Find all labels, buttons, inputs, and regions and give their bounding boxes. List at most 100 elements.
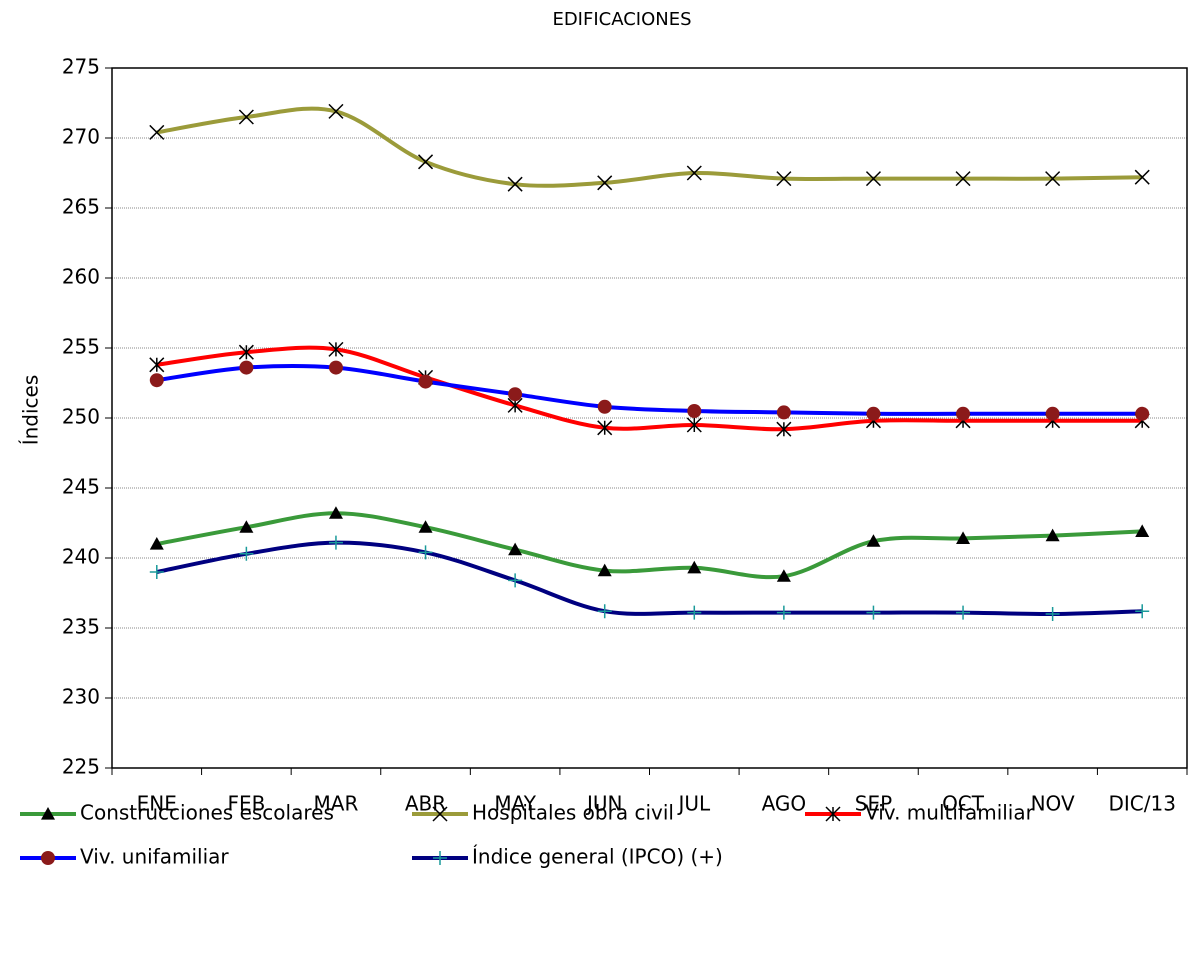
x-tick-label: OCT <box>942 792 985 816</box>
y-axis-label: Índices <box>19 375 43 446</box>
marker <box>433 851 447 865</box>
marker-shape <box>686 417 702 433</box>
marker <box>149 124 165 140</box>
marker <box>418 520 433 533</box>
marker-shape <box>149 124 165 140</box>
marker-shape <box>328 506 343 519</box>
marker-shape <box>1135 524 1150 537</box>
marker-shape <box>687 605 702 620</box>
y-tick-label: 255 <box>62 335 100 359</box>
marker <box>776 405 791 420</box>
marker <box>955 171 971 187</box>
marker <box>1045 528 1060 542</box>
marker-shape <box>239 520 254 533</box>
marker-shape <box>149 537 164 550</box>
marker <box>328 506 343 519</box>
legend-label: Viv. unifamiliar <box>80 845 229 869</box>
y-tick-label: 245 <box>62 475 100 499</box>
marker <box>1135 604 1150 619</box>
marker <box>432 806 448 822</box>
marker-shape <box>956 605 971 620</box>
y-tick-label: 250 <box>62 405 100 429</box>
marker <box>149 357 165 373</box>
marker <box>508 542 523 556</box>
marker-shape <box>1045 528 1060 542</box>
marker <box>687 605 702 620</box>
marker <box>865 171 881 187</box>
marker <box>597 175 613 191</box>
marker-shape <box>328 535 343 550</box>
marker <box>866 406 881 421</box>
marker <box>686 165 702 181</box>
marker <box>149 565 164 579</box>
marker <box>776 605 791 620</box>
marker-shape <box>597 399 612 414</box>
marker <box>328 360 343 375</box>
marker-shape <box>597 563 612 577</box>
series-line <box>156 345 1143 432</box>
marker <box>507 176 523 192</box>
x-tick-label: MAR <box>314 792 359 816</box>
marker-shape <box>418 545 433 560</box>
marker-shape <box>418 520 433 533</box>
y-tick-label: 235 <box>62 615 100 639</box>
marker <box>149 373 164 388</box>
legend-label: Índice general (IPCO) (+) <box>472 845 723 869</box>
marker-shape <box>328 341 344 357</box>
marker <box>238 344 254 360</box>
marker-shape <box>866 534 881 547</box>
marker-shape <box>418 374 433 389</box>
marker-shape <box>41 851 55 865</box>
marker <box>418 154 434 170</box>
x-tick-label: DIC/13 <box>1108 792 1175 816</box>
y-tick-label: 225 <box>62 755 100 779</box>
marker-shape <box>508 387 523 402</box>
y-tick-label: 260 <box>62 265 100 289</box>
y-tick-label: 270 <box>62 125 100 149</box>
marker <box>1045 607 1060 621</box>
marker <box>418 545 433 560</box>
marker-shape <box>955 171 971 187</box>
marker-shape <box>1134 169 1150 185</box>
marker <box>418 374 433 389</box>
x-tick-label: SEP <box>855 792 892 816</box>
series-line <box>156 540 1143 617</box>
series-line <box>156 106 1143 188</box>
marker-shape <box>597 175 613 191</box>
marker-shape <box>1045 607 1060 621</box>
marker <box>239 546 254 561</box>
marker-shape <box>149 565 164 579</box>
marker <box>508 573 523 588</box>
marker-shape <box>776 171 792 187</box>
marker <box>597 420 613 436</box>
marker-shape <box>508 542 523 556</box>
marker <box>686 417 702 433</box>
marker <box>239 360 254 375</box>
marker <box>239 520 254 533</box>
y-tick-label: 230 <box>62 685 100 709</box>
marker-shape <box>1045 171 1061 187</box>
marker-shape <box>776 569 791 582</box>
marker <box>149 537 164 550</box>
x-tick-label: ABR <box>405 792 446 816</box>
marker-shape <box>239 360 254 375</box>
marker-shape <box>433 851 447 865</box>
marker <box>597 563 612 577</box>
marker <box>687 560 702 574</box>
marker-shape <box>866 406 881 421</box>
marker <box>508 387 523 402</box>
marker <box>41 851 55 865</box>
legend-label: Viv. multifamiliar <box>865 801 1035 825</box>
marker-shape <box>597 604 612 619</box>
y-tick-label: 240 <box>62 545 100 569</box>
x-tick-label: NOV <box>1031 792 1075 816</box>
marker <box>328 535 343 550</box>
marker <box>1045 406 1060 421</box>
series-line <box>156 511 1143 580</box>
marker-shape <box>149 357 165 373</box>
marker-shape <box>418 154 434 170</box>
marker <box>866 605 881 620</box>
marker <box>776 171 792 187</box>
marker-shape <box>776 405 791 420</box>
